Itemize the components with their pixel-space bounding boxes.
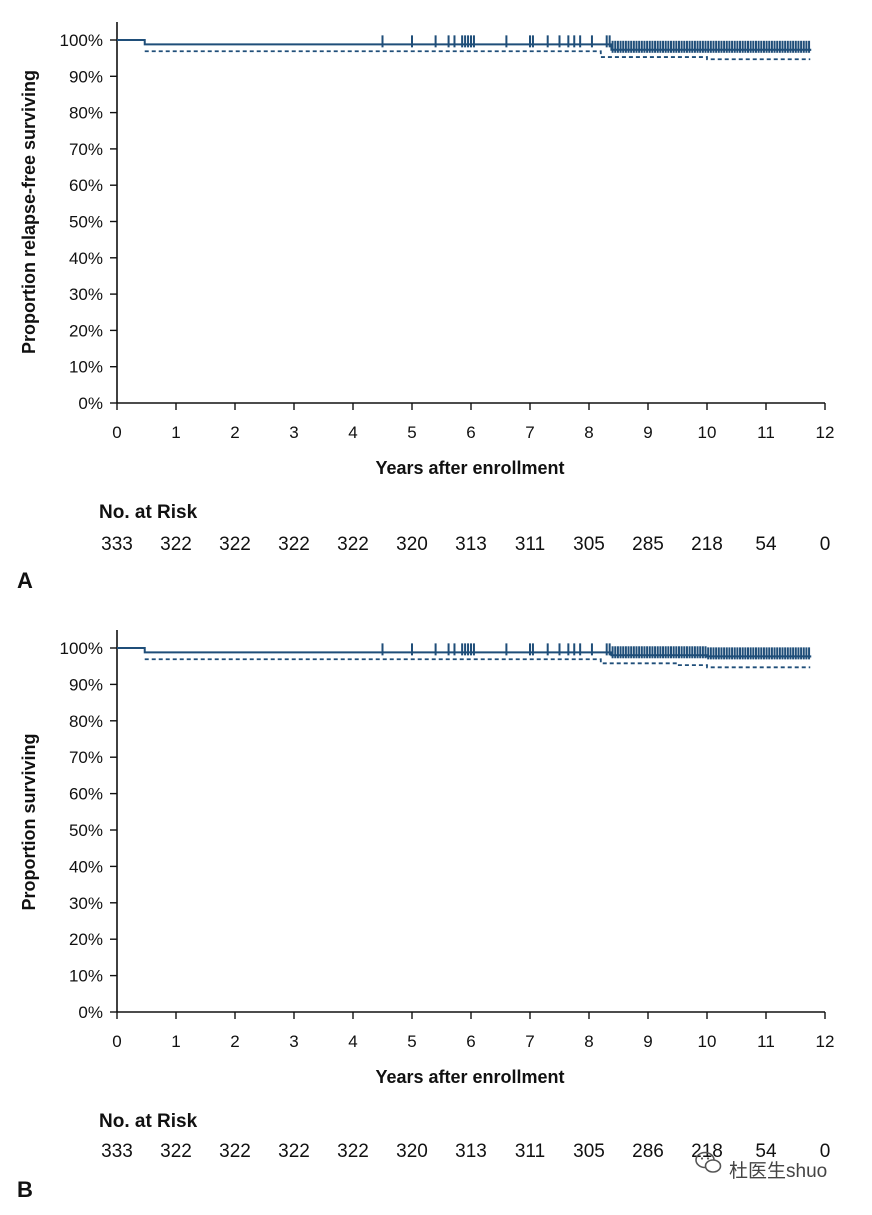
x-tick-label: 12 [816, 423, 835, 442]
y-tick-label: 40% [69, 249, 103, 268]
y-tick-label: 0% [78, 1003, 103, 1022]
risk-table-value: 322 [160, 534, 192, 555]
y-tick-label: 30% [69, 894, 103, 913]
y-axis-title: Proportion surviving [19, 733, 39, 910]
x-tick-label: 11 [757, 423, 775, 442]
risk-table-value: 322 [337, 1141, 369, 1162]
y-tick-label: 80% [69, 712, 103, 731]
x-tick-label: 8 [584, 1032, 593, 1051]
wechat-icon [695, 1151, 722, 1173]
risk-table-value: 320 [396, 534, 428, 555]
x-tick-label: 2 [230, 423, 239, 442]
x-tick-label: 8 [584, 423, 593, 442]
risk-table-value: 311 [515, 534, 545, 555]
x-tick-label: 6 [466, 1032, 475, 1051]
risk-table-value: 313 [455, 534, 487, 555]
y-tick-label: 100% [60, 639, 103, 658]
risk-table-value: 286 [632, 1141, 664, 1162]
risk-table-value: 322 [160, 1141, 192, 1162]
x-tick-label: 0 [112, 1032, 121, 1051]
x-tick-label: 6 [466, 423, 475, 442]
y-tick-label: 40% [69, 857, 103, 876]
x-tick-label: 2 [230, 1032, 239, 1051]
risk-table-value: 311 [515, 1141, 545, 1162]
x-tick-label: 7 [525, 423, 534, 442]
y-tick-label: 60% [69, 785, 103, 804]
panel-b: 0%10%20%30%40%50%60%70%80%90%100%0 1 2 3 4 5 6… [17, 630, 834, 1202]
y-tick-label: 0% [78, 394, 103, 413]
panel-letter: B [17, 1177, 33, 1202]
risk-table-value: 322 [278, 534, 310, 555]
x-axis-title: Years after enrollment [375, 458, 564, 478]
risk-table-value: 54 [755, 534, 777, 555]
x-tick-label: 7 [525, 1032, 534, 1051]
y-tick-label: 60% [69, 176, 103, 195]
y-axis-title: Proportion relapse-free surviving [19, 70, 39, 354]
risk-table-value: 322 [219, 1141, 251, 1162]
y-tick-label: 90% [69, 67, 103, 86]
y-tick-label: 80% [69, 104, 103, 123]
y-tick-label: 100% [60, 31, 103, 50]
y-tick-label: 30% [69, 285, 103, 304]
x-tick-label: 1 [171, 423, 180, 442]
risk-table-value: 0 [820, 534, 831, 555]
x-tick-label: 0 [112, 423, 121, 442]
x-tick-label: 3 [289, 423, 298, 442]
y-tick-label: 50% [69, 213, 103, 232]
panel-a: 0%10%20%30%40%50%60%70%80%90%100%0 1 2 3 4 5 6… [17, 22, 834, 593]
x-tick-label: 5 [407, 1032, 416, 1051]
ci-curve [144, 50, 811, 61]
x-tick-label: 5 [407, 423, 416, 442]
x-tick-label: 9 [643, 1032, 652, 1051]
risk-table-title: No. at Risk [99, 1111, 198, 1132]
watermark-text: 杜医生shuo [729, 1160, 827, 1182]
y-tick-label: 10% [69, 358, 103, 377]
x-tick-label: 12 [816, 1032, 835, 1051]
risk-table-value: 322 [219, 534, 251, 555]
risk-table-value: 322 [337, 534, 369, 555]
risk-table-value: 322 [278, 1141, 310, 1162]
x-tick-label: 3 [289, 1032, 298, 1051]
panel-letter: A [17, 568, 33, 593]
survival-curve [117, 39, 812, 51]
risk-table-value: 305 [573, 1141, 605, 1162]
ci-curve [144, 658, 811, 669]
x-tick-label: 4 [348, 1032, 357, 1051]
risk-table-value: 313 [455, 1141, 487, 1162]
x-tick-label: 11 [757, 1032, 775, 1051]
x-tick-label: 10 [698, 1032, 717, 1051]
y-tick-label: 10% [69, 967, 103, 986]
risk-table-value: 320 [396, 1141, 428, 1162]
y-tick-label: 50% [69, 821, 103, 840]
risk-table-value: 333 [101, 1141, 133, 1162]
risk-table-value: 333 [101, 534, 133, 555]
risk-table-title: No. at Risk [99, 502, 198, 523]
x-tick-label: 4 [348, 423, 357, 442]
x-tick-label: 9 [643, 423, 652, 442]
y-tick-label: 20% [69, 321, 103, 340]
risk-table-value: 218 [691, 534, 723, 555]
x-tick-label: 1 [171, 1032, 180, 1051]
x-axis-title: Years after enrollment [375, 1067, 564, 1087]
y-tick-label: 70% [69, 140, 103, 159]
risk-table-value: 305 [573, 534, 605, 555]
risk-table-value: 285 [632, 534, 664, 555]
y-tick-label: 90% [69, 675, 103, 694]
y-tick-label: 70% [69, 748, 103, 767]
watermark: 杜医生shuo [695, 1151, 827, 1182]
risk-table-value: 218 [691, 1141, 723, 1162]
risk-table-value: 0 [820, 1141, 831, 1162]
y-tick-label: 20% [69, 930, 103, 949]
risk-table-value: 54 [755, 1141, 777, 1162]
x-tick-label: 10 [698, 423, 717, 442]
